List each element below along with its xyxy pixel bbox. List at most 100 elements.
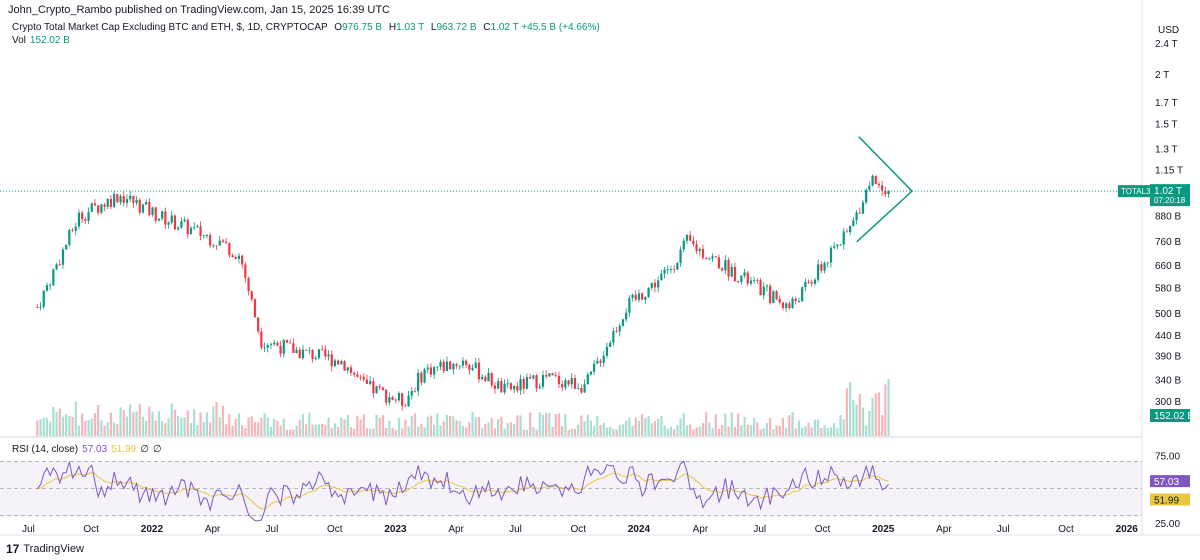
volume-bar xyxy=(612,428,615,436)
candle-body xyxy=(241,255,244,265)
candle-body xyxy=(81,212,84,220)
volume-bar xyxy=(183,417,186,436)
candle-body xyxy=(813,279,817,284)
volume-bar xyxy=(717,428,721,436)
candle-body xyxy=(186,219,189,235)
candle-body xyxy=(794,298,797,302)
candle-body xyxy=(279,345,282,354)
candle-body xyxy=(561,384,564,388)
candle-body xyxy=(487,373,490,382)
candle-body xyxy=(436,366,439,368)
candle-body xyxy=(314,357,317,359)
volume-bar xyxy=(391,427,394,436)
volume-bar xyxy=(365,428,369,436)
candle-body xyxy=(449,361,452,370)
volume-bar xyxy=(276,420,279,436)
candle-body xyxy=(353,372,356,375)
candle-body xyxy=(570,377,573,385)
volume-bar xyxy=(765,423,769,436)
candle-body xyxy=(727,260,730,277)
candle-body xyxy=(109,198,113,207)
candle-body xyxy=(135,199,138,203)
volume-bar xyxy=(186,410,189,436)
volume-bar xyxy=(317,424,321,436)
candle-body xyxy=(881,185,884,191)
candle-body xyxy=(337,360,340,365)
volume-bar xyxy=(705,412,708,436)
volume-bar xyxy=(564,413,567,436)
candle-body xyxy=(445,361,449,372)
candle-body xyxy=(644,297,647,300)
candle-body xyxy=(845,231,849,233)
volume-bar xyxy=(477,416,481,436)
volume-bar xyxy=(177,416,180,436)
volume-bar xyxy=(241,425,244,436)
volume-bar xyxy=(775,425,778,436)
price-tick-label: 390 B xyxy=(1155,352,1181,363)
candle-body xyxy=(519,378,522,391)
volume-bar xyxy=(221,405,225,436)
candle-body xyxy=(673,269,676,270)
volume-bar xyxy=(877,392,881,436)
price-candles xyxy=(36,174,890,411)
candle-body xyxy=(442,361,445,372)
volume-bar xyxy=(593,425,596,436)
volume-bar xyxy=(577,424,580,436)
candle-body xyxy=(647,287,650,298)
volume-bar xyxy=(529,412,532,436)
volume-bar xyxy=(231,425,234,436)
candle-body xyxy=(250,291,253,300)
candle-body xyxy=(509,383,513,390)
candle-body xyxy=(177,227,180,230)
low-label: L xyxy=(430,22,437,33)
volume-bar xyxy=(148,406,151,436)
price-tick-label: 1.7 T xyxy=(1155,98,1178,109)
volume-bar xyxy=(417,426,420,436)
candle-body xyxy=(49,285,52,286)
volume-bar xyxy=(509,422,513,436)
volume-bar xyxy=(122,410,125,436)
candle-body xyxy=(481,376,484,380)
volume-bar xyxy=(487,422,490,436)
candle-body xyxy=(567,380,570,385)
candle-body xyxy=(269,344,273,346)
volume-bar xyxy=(247,417,250,436)
volume-bar xyxy=(724,413,727,436)
volume-bar xyxy=(343,419,346,436)
price-tick-label: 760 B xyxy=(1155,237,1181,248)
volume-bar xyxy=(445,415,449,436)
volume-bar xyxy=(180,417,183,436)
candle-body xyxy=(884,190,887,195)
last-price-text: 1.02 T xyxy=(1154,186,1182,197)
volume-bar xyxy=(615,429,618,436)
volume-bar xyxy=(205,412,209,436)
rsi-75-label: 75.00 xyxy=(1155,452,1180,463)
candle-body xyxy=(359,376,362,378)
candle-body xyxy=(548,373,551,377)
time-axis[interactable]: Jul Oct 2022 Apr Jul Oct 2023 Apr Jul Oct 2024 Apr J… xyxy=(22,524,1138,535)
volume-bar xyxy=(100,420,103,436)
candle-body xyxy=(701,248,705,258)
footer: 17 TradingView xyxy=(6,542,84,556)
price-axis[interactable]: USD 2.4 T 2 T 1.7 T 1.5 T 1.3 T 1.15 T 880 B 760… xyxy=(1118,25,1194,530)
candle-body xyxy=(205,235,209,236)
volume-bar xyxy=(868,410,871,436)
volume-bar xyxy=(522,429,525,436)
volume-bar xyxy=(625,420,628,436)
candle-body xyxy=(653,282,657,288)
candle-body xyxy=(362,376,365,380)
candle-body xyxy=(52,269,55,286)
candle-body xyxy=(420,372,423,383)
candle-body xyxy=(564,380,567,388)
volume-bar xyxy=(647,415,650,436)
volume-bar xyxy=(135,411,138,436)
volume-bar xyxy=(311,424,314,436)
candle-body xyxy=(871,175,874,186)
candle-body xyxy=(637,293,641,300)
candle-body xyxy=(65,244,68,250)
volume-bar xyxy=(97,404,100,436)
volume-badge xyxy=(1150,409,1190,422)
volume-bar xyxy=(673,429,676,436)
candle-body xyxy=(97,205,100,213)
